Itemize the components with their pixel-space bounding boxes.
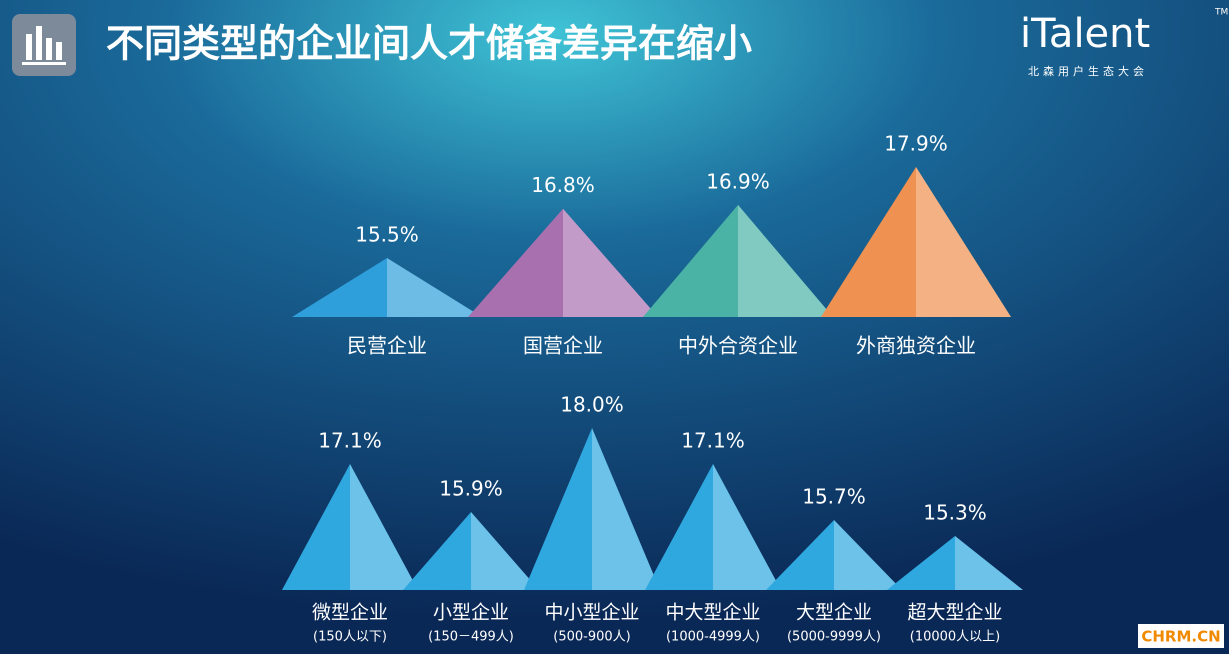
triangle-highlight (471, 512, 539, 590)
triangle-highlight (955, 536, 1023, 590)
triangle-right (350, 464, 418, 590)
category-label: 中小型企业 (544, 602, 639, 624)
triangle-left (643, 204, 738, 317)
category-label: 微型企业 (312, 602, 388, 624)
category-label: 中大型企业 (665, 602, 760, 624)
triangle-highlight (916, 167, 1011, 317)
value-label: 15.3% (923, 501, 987, 525)
triangle-right (387, 258, 482, 317)
title-icon-bars (22, 26, 66, 65)
value-label: 17.9% (884, 132, 948, 156)
slide-title: 不同类型的企业间人才储备差异在缩小 (106, 22, 752, 66)
triangle-left (887, 536, 955, 590)
category-sublabel: (150－499人) (428, 630, 514, 645)
category-label: 国营企业 (523, 334, 603, 358)
triangle-right (563, 208, 658, 317)
category-sublabel: (1000-4999人) (666, 630, 760, 645)
triangle-left (524, 428, 592, 590)
triangle-right (738, 204, 833, 317)
category-label: 民营企业 (347, 334, 427, 358)
triangle-left (292, 258, 387, 317)
logo-tagline: 北森用户生态大会 (1028, 64, 1148, 78)
watermark-box (1138, 624, 1224, 648)
triangle-highlight (592, 428, 660, 590)
value-label: 17.1% (681, 429, 745, 453)
category-label: 中外合资企业 (678, 334, 798, 358)
triangle-left (766, 520, 834, 590)
triangle-highlight (387, 258, 482, 317)
title-icon (12, 14, 76, 76)
value-label: 18.0% (560, 393, 624, 417)
triangle-highlight (834, 520, 902, 590)
triangle-left (403, 512, 471, 590)
value-label: 15.5% (355, 223, 419, 247)
category-sublabel: (500-900人) (553, 630, 630, 645)
watermark: CHRM.CN (1141, 628, 1220, 646)
triangle-right (471, 512, 539, 590)
category-sublabel: (10000人以上) (910, 630, 1001, 645)
triangle-right (713, 464, 781, 590)
logo-mark: TM (1214, 8, 1228, 18)
category-label: 超大型企业 (907, 602, 1002, 624)
category-label: 小型企业 (433, 602, 509, 624)
triangle-highlight (350, 464, 418, 590)
triangle-right (916, 167, 1011, 317)
category-sublabel: (5000-9999人) (787, 630, 881, 645)
triangle-highlight (713, 464, 781, 590)
triangle-left (468, 208, 563, 317)
triangle-highlight (563, 208, 658, 317)
category-label: 外商独资企业 (856, 334, 976, 358)
category-sublabel: (150人以下) (313, 630, 387, 645)
triangle-right (955, 536, 1023, 590)
value-label: 16.9% (706, 169, 770, 193)
value-label: 15.9% (439, 477, 503, 501)
triangle-left (821, 167, 916, 317)
triangle-highlight (738, 204, 833, 317)
triangle-left (645, 464, 713, 590)
category-label: 大型企业 (796, 602, 872, 624)
triangle-left (282, 464, 350, 590)
triangle-right (592, 428, 660, 590)
value-label: 15.7% (802, 485, 866, 509)
logo-name: iTalent (1020, 11, 1150, 57)
value-label: 17.1% (318, 429, 382, 453)
value-label: 16.8% (531, 173, 595, 197)
triangle-right (834, 520, 902, 590)
